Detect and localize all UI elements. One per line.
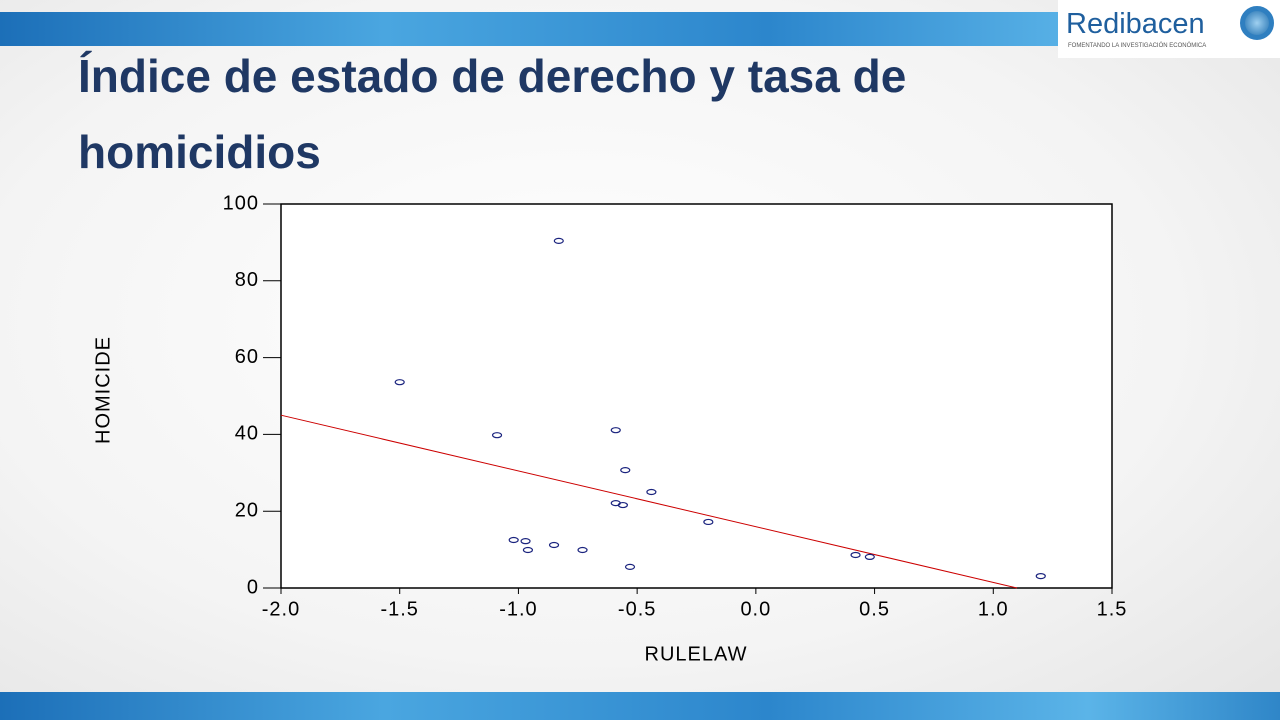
x-tick-label: -2.0	[262, 598, 300, 620]
scatter-point	[548, 541, 560, 549]
x-tick-label: 1.0	[978, 598, 1009, 620]
scatter-point	[620, 467, 631, 474]
y-tick-label: 40	[235, 423, 259, 445]
x-axis-label: RULELAW	[645, 643, 748, 665]
scatter-point	[553, 237, 564, 244]
y-tick-label: 100	[223, 192, 259, 214]
scatter-point	[394, 379, 405, 386]
scatter-point	[624, 563, 636, 570]
x-tick-label: 0.5	[859, 598, 890, 620]
scatter-point	[577, 546, 588, 554]
y-tick-label: 60	[235, 346, 259, 368]
scatter-point	[617, 501, 628, 509]
footer-band	[0, 692, 1280, 720]
x-tick-label: -1.0	[499, 598, 537, 620]
scatter-point	[703, 518, 714, 526]
slide-title: Índice de estado de derecho y tasa de ho…	[78, 50, 907, 178]
y-tick-label: 20	[235, 499, 259, 521]
scatter-point	[520, 538, 531, 545]
scatter-point	[864, 553, 875, 560]
scatter-point	[1035, 572, 1046, 580]
plot-frame	[280, 203, 1113, 589]
logo-globe	[1240, 6, 1274, 40]
scatter-point	[522, 546, 534, 554]
scatter-point	[610, 427, 621, 434]
logo-tagline: FOMENTANDO LA INVESTIGACIÓN ECONÓMICA	[1068, 43, 1207, 49]
trend-line	[280, 414, 1018, 589]
logo-name: Redibacen	[1066, 8, 1205, 40]
y-axis-label: HOMICIDE	[92, 336, 114, 444]
x-tick-label: -0.5	[618, 598, 656, 620]
x-tick-label: -1.5	[380, 598, 418, 620]
x-tick-label: 0.0	[740, 598, 771, 620]
scatter-point	[491, 432, 503, 439]
x-tick-label: 1.5	[1097, 598, 1128, 620]
scatter-point	[850, 551, 861, 559]
y-tick-label: 0	[247, 576, 259, 598]
scatter-point	[508, 536, 519, 544]
logo: Redibacen FOMENTANDO LA INVESTIGACIÓN EC…	[1058, 0, 1280, 58]
scatter-point	[646, 488, 657, 496]
y-tick-label: 80	[235, 269, 259, 291]
